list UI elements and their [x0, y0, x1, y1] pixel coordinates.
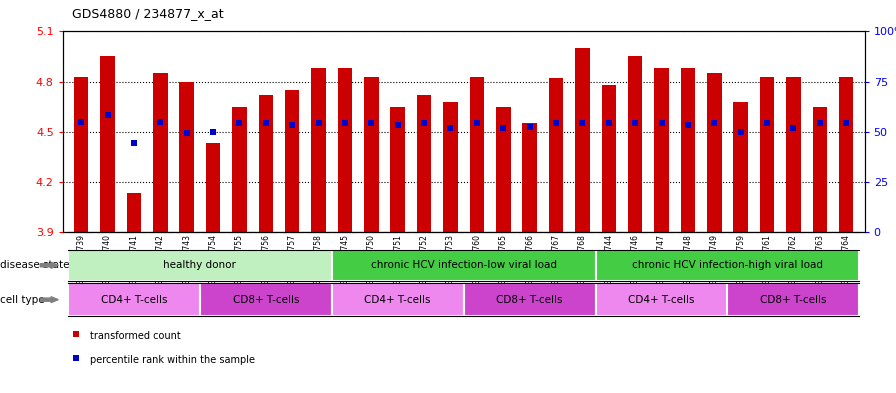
Bar	[200, 283, 332, 316]
Bar	[74, 77, 89, 232]
Bar	[285, 90, 299, 232]
Text: GSM1210754: GSM1210754	[209, 234, 218, 285]
Text: CD8+ T-cells: CD8+ T-cells	[496, 295, 563, 305]
Bar	[813, 107, 827, 232]
Bar	[601, 85, 616, 232]
Text: GSM1210762: GSM1210762	[788, 234, 798, 285]
Text: GSM1210741: GSM1210741	[129, 234, 139, 285]
Text: chronic HCV infection-high viral load: chronic HCV infection-high viral load	[632, 260, 823, 270]
Text: chronic HCV infection-low viral load: chronic HCV infection-low viral load	[371, 260, 556, 270]
Bar	[444, 101, 458, 232]
Text: percentile rank within the sample: percentile rank within the sample	[90, 354, 254, 365]
Bar	[332, 250, 596, 281]
Text: CD8+ T-cells: CD8+ T-cells	[760, 295, 827, 305]
Text: GSM1210767: GSM1210767	[552, 234, 561, 285]
Text: GSM1210739: GSM1210739	[77, 234, 86, 285]
Text: GSM1210768: GSM1210768	[578, 234, 587, 285]
Bar	[596, 250, 859, 281]
Text: GSM1210764: GSM1210764	[841, 234, 850, 285]
Text: GSM1210763: GSM1210763	[815, 234, 824, 285]
Bar	[364, 77, 379, 232]
Text: GSM1210750: GSM1210750	[366, 234, 375, 285]
Text: GSM1210757: GSM1210757	[288, 234, 297, 285]
Text: GSM1210765: GSM1210765	[499, 234, 508, 285]
Bar	[232, 107, 246, 232]
Text: transformed count: transformed count	[90, 331, 180, 341]
Bar	[786, 77, 801, 232]
Text: CD4+ T-cells: CD4+ T-cells	[365, 295, 431, 305]
Text: GSM1210759: GSM1210759	[737, 234, 745, 285]
Bar	[681, 68, 695, 232]
Text: GDS4880 / 234877_x_at: GDS4880 / 234877_x_at	[72, 7, 223, 20]
Bar	[126, 193, 142, 232]
Text: disease state: disease state	[0, 260, 70, 270]
Bar	[464, 283, 596, 316]
Text: GSM1210745: GSM1210745	[340, 234, 349, 285]
Text: GSM1210746: GSM1210746	[631, 234, 640, 285]
Bar	[628, 57, 642, 232]
Bar	[734, 101, 748, 232]
Bar	[596, 283, 728, 316]
Bar	[153, 73, 168, 232]
Text: GSM1210743: GSM1210743	[182, 234, 191, 285]
Text: CD8+ T-cells: CD8+ T-cells	[233, 295, 299, 305]
Bar	[417, 95, 431, 232]
Bar	[206, 143, 220, 232]
Text: GSM1210755: GSM1210755	[235, 234, 244, 285]
Text: GSM1210744: GSM1210744	[604, 234, 613, 285]
Text: GSM1210766: GSM1210766	[525, 234, 534, 285]
Text: GSM1210756: GSM1210756	[262, 234, 271, 285]
Text: GSM1210748: GSM1210748	[684, 234, 693, 285]
Text: GSM1210740: GSM1210740	[103, 234, 112, 285]
Text: cell type: cell type	[0, 295, 45, 305]
Text: GSM1210742: GSM1210742	[156, 234, 165, 285]
Bar	[100, 57, 115, 232]
Text: GSM1210758: GSM1210758	[314, 234, 323, 285]
Bar	[391, 107, 405, 232]
Bar	[68, 250, 332, 281]
Bar	[68, 283, 200, 316]
Bar	[311, 68, 326, 232]
Bar	[522, 123, 537, 232]
Bar	[575, 48, 590, 232]
Text: GSM1210761: GSM1210761	[762, 234, 771, 285]
Bar	[496, 107, 511, 232]
Text: GSM1210760: GSM1210760	[472, 234, 481, 285]
Text: GSM1210751: GSM1210751	[393, 234, 402, 285]
Bar	[548, 78, 564, 232]
Bar	[760, 77, 774, 232]
Bar	[259, 95, 273, 232]
Text: GSM1210753: GSM1210753	[446, 234, 455, 285]
Text: CD4+ T-cells: CD4+ T-cells	[100, 295, 168, 305]
Bar	[707, 73, 721, 232]
Bar	[332, 283, 464, 316]
Text: GSM1210749: GSM1210749	[710, 234, 719, 285]
Bar	[654, 68, 668, 232]
Bar	[338, 68, 352, 232]
Bar	[470, 77, 484, 232]
Bar	[728, 283, 859, 316]
Text: CD4+ T-cells: CD4+ T-cells	[628, 295, 694, 305]
Bar	[179, 81, 194, 232]
Bar	[839, 77, 853, 232]
Text: healthy donor: healthy donor	[163, 260, 237, 270]
Text: GSM1210747: GSM1210747	[657, 234, 666, 285]
Text: GSM1210752: GSM1210752	[419, 234, 428, 285]
